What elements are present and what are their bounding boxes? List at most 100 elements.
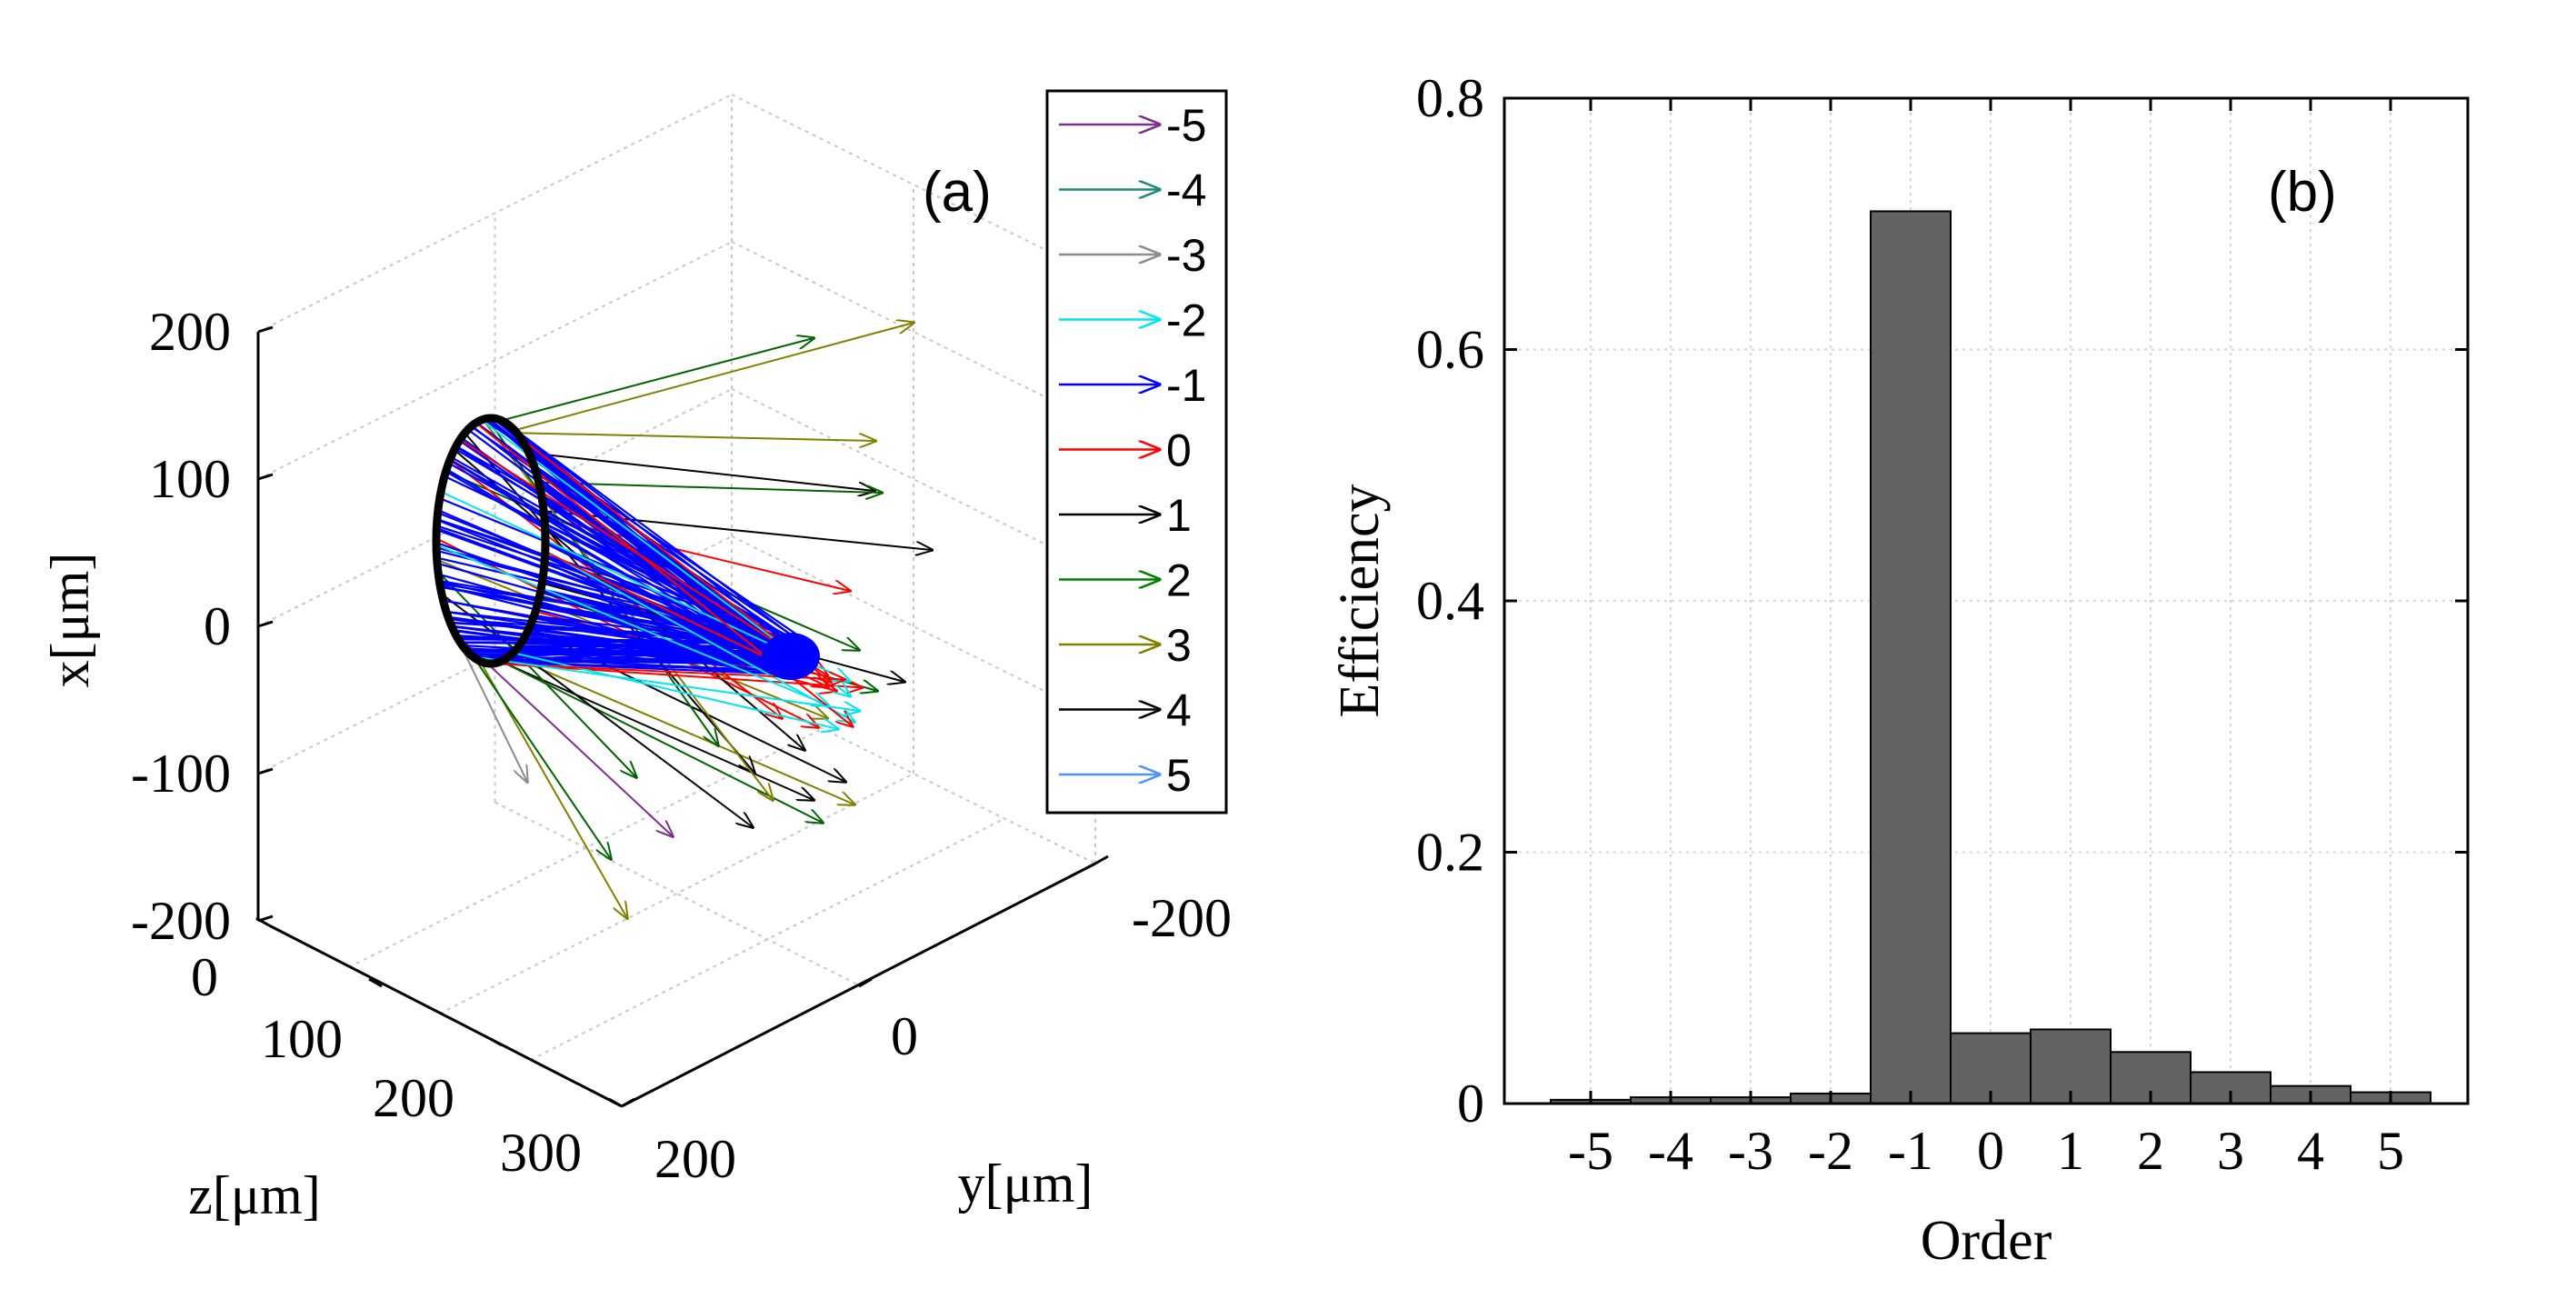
- legend-label: 4: [1166, 685, 1192, 736]
- wall-gridline: [257, 388, 733, 627]
- focus-ray: [505, 422, 794, 661]
- panel-b-gridlines: [1504, 98, 2468, 1104]
- z-tick-mark: [368, 977, 383, 988]
- ray-arrow: [513, 652, 838, 729]
- x-tick-label: 3: [2217, 1121, 2244, 1181]
- panel-a-axes: [255, 325, 1109, 1108]
- ray-arrow: [528, 452, 874, 491]
- z-axis-line: [268, 924, 623, 1108]
- x-tick-label: 2: [2137, 1121, 2164, 1181]
- x-tick-label: -1: [1888, 1121, 1933, 1181]
- x-tick-label: -2: [1808, 1121, 1853, 1181]
- focus-ray: [435, 549, 790, 640]
- x-tick-label: -5: [1568, 1121, 1613, 1181]
- x-tick-label: 100: [149, 449, 231, 509]
- panel-a-ray-arrows: [432, 323, 932, 918]
- ray-arrow: [435, 544, 828, 704]
- floor-gridline: [439, 773, 914, 1014]
- panel-b-label: (b): [2268, 161, 2337, 224]
- focus-ray: [507, 424, 789, 643]
- legend-label: -2: [1166, 295, 1206, 346]
- panel-a-legend: -5 -4 -3 -2 -1 0 1 2 3 4 5: [1045, 89, 1228, 814]
- ray-arrow: [509, 654, 854, 804]
- ray-arrow: [538, 481, 882, 493]
- ray-arrow: [516, 432, 875, 441]
- focus-ray: [544, 523, 796, 648]
- legend-label: -4: [1166, 165, 1206, 216]
- x-tick-label: 0: [204, 596, 231, 656]
- wall-gridline: [731, 388, 1096, 570]
- panel-b-y-axis-label: Efficiency: [1329, 484, 1391, 717]
- focus-ray: [472, 654, 789, 664]
- ray-arrow: [473, 655, 859, 711]
- y-tick-label: 0.6: [1416, 320, 1484, 380]
- panel-b-ticks: 00.20.40.60.8-5 -4 -3 -2 -1 0 1 2 3 4 5: [1416, 68, 2468, 1181]
- y-tick-label: 200: [654, 1129, 736, 1189]
- ray-arrow: [514, 323, 914, 432]
- focus-ray: [456, 635, 800, 656]
- panel-b-bar-chart: 00.20.40.60.8-5 -4 -3 -2 -1 0 1 2 3 4 5 Efficiency…: [1329, 68, 2470, 1272]
- y-tick-label: 0.8: [1416, 68, 1484, 128]
- panel-b-x-axis-label: Order: [1921, 1210, 2052, 1272]
- y-tick-mark: [1094, 854, 1109, 865]
- panel-a-z-axis-label: z[μm]: [188, 1165, 320, 1225]
- y-axis-line: [621, 862, 1096, 1108]
- x-tick-label: -3: [1728, 1121, 1773, 1181]
- focus-ray: [544, 540, 790, 665]
- ray-arrow: [501, 338, 814, 422]
- ray-arrow: [453, 631, 527, 782]
- y-tick-label: -200: [1132, 888, 1232, 948]
- wall-gridline: [257, 94, 733, 333]
- ray-arrow: [500, 660, 814, 800]
- floor-gridline: [530, 817, 1005, 1061]
- ray-arrow: [501, 660, 823, 823]
- focus-ray: [473, 655, 787, 673]
- x-tick-label: 1: [2057, 1121, 2084, 1181]
- z-tick-mark: [255, 916, 270, 927]
- y-tick-label: 0.2: [1416, 823, 1484, 883]
- floor-gridline: [494, 801, 859, 986]
- focal-spot: [762, 633, 820, 680]
- z-tick-label: 300: [500, 1123, 582, 1183]
- panel-a-x-axis-label: x[μm]: [40, 553, 100, 688]
- y-tick-mark: [621, 1097, 635, 1108]
- legend-label: 2: [1166, 555, 1192, 606]
- z-tick-mark: [488, 1036, 503, 1047]
- legend-label: 1: [1166, 490, 1192, 541]
- z-tick-mark: [608, 1097, 623, 1108]
- legend-label: 3: [1166, 620, 1192, 671]
- panel-a-y-axis-label: y[μm]: [958, 1154, 1093, 1214]
- x-tick-mark: [257, 325, 274, 334]
- x-tick-label: 4: [2297, 1121, 2324, 1181]
- x-tick-mark: [257, 473, 274, 481]
- focus-ray: [439, 579, 787, 643]
- legend-label: 0: [1166, 425, 1192, 476]
- wall-gridline: [731, 94, 1096, 275]
- legend-label: -3: [1166, 230, 1206, 281]
- y-tick-label: 0: [891, 1006, 918, 1066]
- y-tick-label: 0: [1457, 1074, 1484, 1134]
- x-tick-label: 0: [1977, 1121, 2004, 1181]
- wall-gridline: [731, 241, 1096, 423]
- y-tick-label: 0.4: [1416, 571, 1484, 631]
- z-tick-label: 100: [261, 1009, 343, 1069]
- focus-ray: [534, 614, 790, 667]
- y-tick-mark: [858, 977, 873, 988]
- x-tick-label: 200: [149, 302, 231, 362]
- z-tick-label: 200: [373, 1068, 454, 1128]
- legend-box: [1045, 89, 1228, 814]
- aperture-ring: [432, 414, 550, 668]
- x-tick-mark: [257, 767, 274, 775]
- z-tick-label: 0: [191, 947, 218, 1007]
- wall-gridline: [257, 241, 733, 480]
- ray-arrow: [544, 549, 854, 722]
- focus-ray: [460, 640, 796, 644]
- x-tick-label: -100: [131, 744, 231, 804]
- x-tick-mark: [257, 620, 274, 628]
- legend-label: 5: [1166, 750, 1192, 801]
- ray-arrow: [441, 593, 753, 827]
- focus-ray: [506, 423, 807, 648]
- wall-gridline: [731, 535, 1096, 717]
